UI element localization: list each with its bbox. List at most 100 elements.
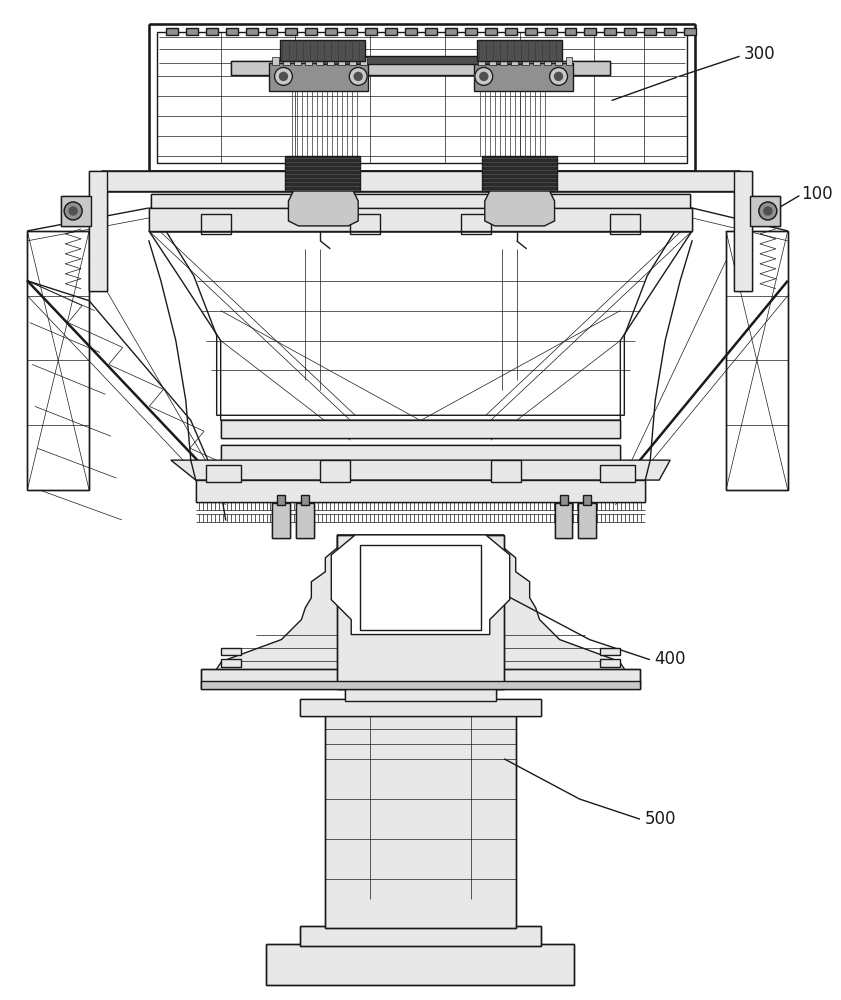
Bar — [360, 57, 368, 65]
Polygon shape — [288, 191, 358, 226]
Bar — [491, 460, 521, 482]
Circle shape — [549, 67, 568, 85]
Bar — [220, 445, 621, 463]
Bar — [101, 171, 740, 191]
Bar — [166, 28, 177, 35]
Bar — [425, 28, 437, 35]
Bar — [559, 495, 568, 505]
Bar — [280, 40, 365, 61]
Bar — [206, 28, 218, 35]
Bar — [196, 480, 645, 502]
Bar — [268, 63, 368, 91]
Polygon shape — [171, 460, 670, 480]
Bar — [305, 57, 312, 65]
Bar — [484, 28, 497, 35]
Bar — [510, 57, 518, 65]
Bar — [285, 156, 360, 191]
Polygon shape — [331, 535, 510, 635]
Bar — [338, 57, 346, 65]
Bar — [27, 231, 89, 490]
Bar — [305, 28, 317, 35]
Circle shape — [354, 72, 362, 80]
Bar — [644, 28, 656, 35]
Circle shape — [274, 67, 293, 85]
Polygon shape — [206, 535, 635, 685]
Bar — [478, 57, 484, 65]
Bar — [89, 171, 107, 291]
Bar — [465, 28, 477, 35]
Bar — [726, 231, 788, 490]
Bar — [521, 57, 529, 65]
Polygon shape — [484, 191, 554, 226]
Bar — [285, 28, 298, 35]
Bar — [445, 28, 457, 35]
Bar — [664, 28, 676, 35]
Bar — [201, 681, 640, 689]
Bar — [230, 61, 611, 75]
Text: 400: 400 — [654, 650, 685, 668]
Bar — [564, 28, 576, 35]
Bar — [461, 214, 491, 234]
Bar — [151, 194, 690, 208]
Bar — [605, 28, 616, 35]
Bar — [272, 503, 290, 538]
Bar — [473, 63, 574, 91]
Bar — [349, 57, 357, 65]
Bar — [201, 214, 230, 234]
Bar — [579, 503, 596, 538]
Circle shape — [759, 202, 777, 220]
Bar — [320, 56, 521, 64]
Bar — [300, 699, 541, 716]
Bar — [300, 926, 541, 946]
Bar — [337, 535, 504, 689]
Circle shape — [480, 72, 488, 80]
Bar — [186, 28, 198, 35]
Bar — [246, 28, 257, 35]
Circle shape — [349, 67, 368, 85]
Bar — [220, 648, 241, 655]
Bar — [301, 495, 309, 505]
Bar — [477, 40, 562, 61]
Bar — [206, 465, 241, 482]
Bar — [750, 196, 780, 226]
Bar — [405, 28, 417, 35]
Bar — [545, 28, 557, 35]
Bar — [283, 57, 290, 65]
Bar — [385, 28, 397, 35]
Bar — [543, 57, 551, 65]
Bar — [278, 495, 285, 505]
Bar — [325, 714, 516, 928]
Bar — [316, 57, 323, 65]
Bar — [505, 28, 516, 35]
Circle shape — [764, 207, 772, 215]
Bar — [365, 28, 377, 35]
Bar — [225, 28, 238, 35]
Bar — [600, 659, 621, 667]
Bar — [684, 28, 696, 35]
Circle shape — [554, 72, 563, 80]
Bar — [554, 57, 562, 65]
Bar — [201, 669, 640, 682]
Bar — [565, 57, 573, 65]
Bar — [220, 420, 621, 438]
Bar — [734, 171, 752, 291]
Bar — [482, 156, 557, 191]
Bar — [346, 28, 357, 35]
Bar — [489, 57, 495, 65]
Bar — [296, 503, 315, 538]
Bar — [272, 57, 279, 65]
Circle shape — [475, 67, 493, 85]
Bar — [149, 208, 692, 231]
Bar — [294, 57, 301, 65]
Bar — [600, 465, 635, 482]
Bar — [624, 28, 637, 35]
Bar — [584, 495, 591, 505]
Bar — [346, 689, 495, 701]
Text: 100: 100 — [801, 185, 833, 203]
Bar — [327, 57, 334, 65]
Bar — [149, 24, 696, 171]
Bar — [61, 196, 91, 226]
Bar — [611, 214, 640, 234]
Bar — [157, 32, 687, 163]
Bar — [584, 28, 596, 35]
